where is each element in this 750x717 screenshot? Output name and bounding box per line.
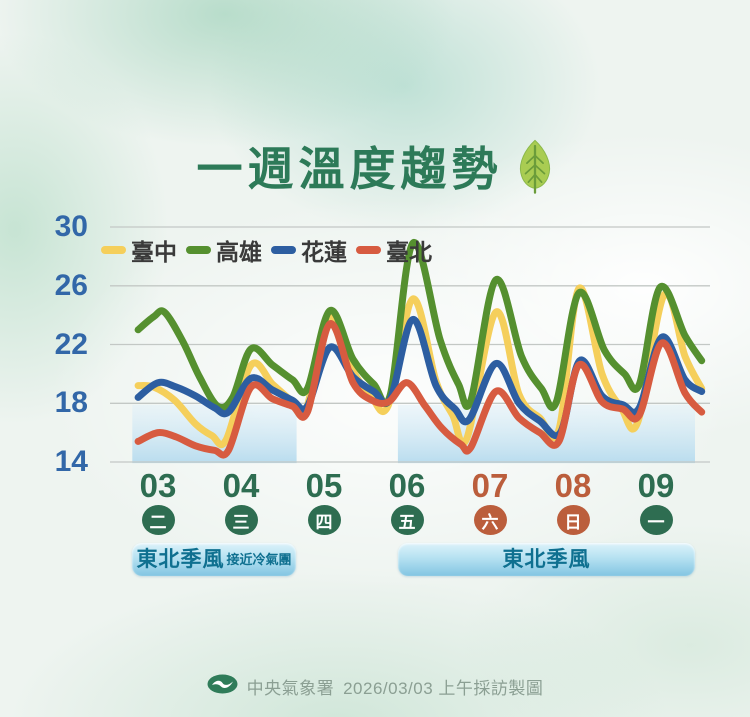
legend-swatch: [356, 246, 381, 254]
x-axis-day-04: 04 三: [208, 468, 274, 535]
legend-item: 高雄: [186, 233, 262, 267]
page-title: 一週溫度趨勢: [196, 142, 503, 195]
series-line-taipei: [134, 320, 706, 459]
season-banner-0: 東北季風 接近冷氣團: [132, 543, 296, 576]
y-axis-tick-30: 30: [54, 210, 88, 243]
x-axis-day-05: 05 四: [291, 468, 357, 535]
y-axis-tick-22: 22: [54, 327, 88, 361]
weekday-badge: 四: [307, 505, 341, 535]
legend-swatch: [101, 246, 126, 254]
banner-sublabel: 接近冷氣團: [226, 552, 292, 567]
footer-note: 2026/03/03 上午採訪製圖: [343, 679, 544, 698]
title-row: 一週溫度趨勢: [0, 138, 750, 199]
leaf-icon: [516, 138, 554, 199]
legend-item: 臺中: [101, 233, 177, 267]
y-axis-tick-14: 14: [54, 445, 88, 478]
weekday-badge: 三: [224, 505, 258, 535]
y-axis-tick-26: 26: [54, 268, 88, 302]
legend-item: 臺北: [356, 233, 432, 267]
chart-legend: 臺中 高雄 花蓮 臺北: [101, 233, 441, 267]
weekday-badge: 日: [556, 505, 590, 535]
series-line-hualien: [134, 315, 706, 440]
season-banner-1: 東北季風: [398, 543, 695, 576]
cwa-logo-icon: [207, 674, 238, 699]
series-line-kaohsiung: [134, 239, 706, 412]
weekday-badge: 五: [390, 505, 424, 535]
x-axis-day-09: 09 一: [623, 468, 689, 535]
weekday-badge: 六: [473, 505, 507, 535]
banner-label: 東北季風: [136, 548, 225, 571]
legend-label: 高雄: [216, 239, 262, 265]
x-axis-day-08: 08 日: [540, 468, 606, 535]
legend-swatch: [271, 246, 296, 254]
x-axis-day-07: 07 六: [457, 468, 523, 535]
y-axis-tick-18: 18: [54, 386, 88, 420]
legend-label: 臺北: [386, 239, 432, 265]
banner-label: 東北季風: [502, 548, 591, 571]
legend-label: 花蓮: [301, 239, 347, 265]
x-axis-day-03: 03 二: [125, 468, 191, 535]
legend-swatch: [186, 246, 211, 254]
legend-item: 花蓮: [271, 233, 347, 267]
footer-agency: 中央氣象署: [246, 679, 335, 698]
weekday-badge: 二: [141, 505, 175, 535]
date-label: 05: [305, 467, 343, 504]
date-label: 08: [554, 467, 592, 504]
date-label: 06: [388, 467, 426, 504]
date-label: 07: [471, 467, 509, 504]
date-label: 04: [222, 467, 260, 504]
footer: 中央氣象署 2026/03/03 上午採訪製圖: [0, 674, 750, 699]
date-label: 03: [139, 467, 177, 504]
x-axis-day-06: 06 五: [374, 468, 440, 535]
weekday-badge: 一: [639, 505, 673, 535]
date-label: 09: [637, 467, 675, 504]
legend-label: 臺中: [131, 239, 177, 265]
